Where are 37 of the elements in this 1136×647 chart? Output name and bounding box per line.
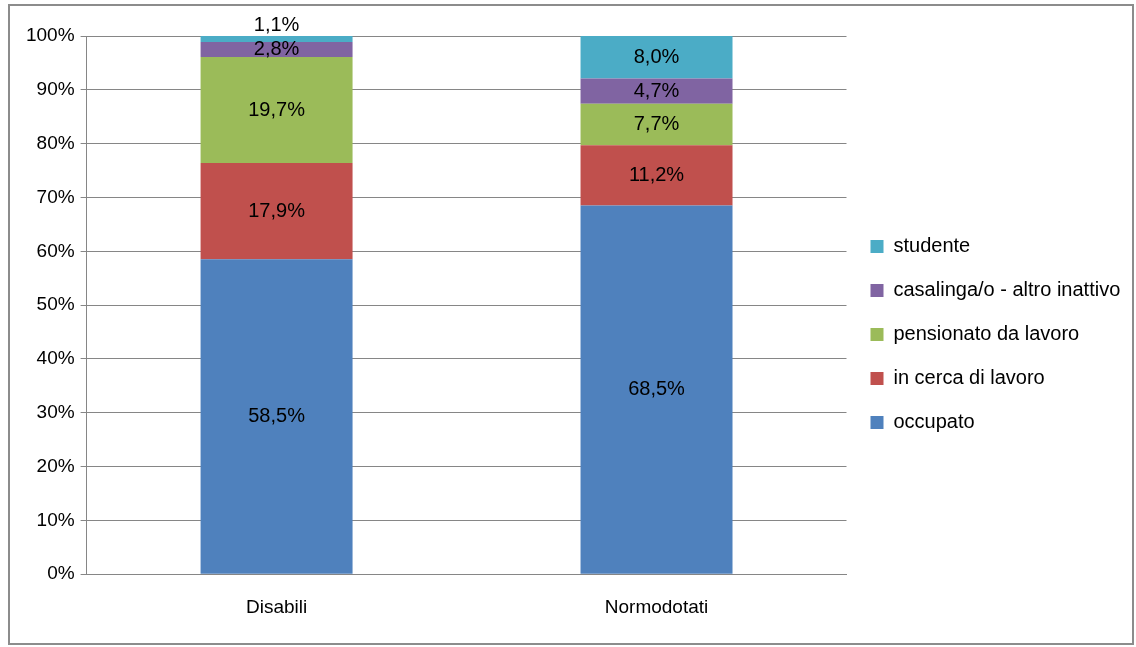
data-label: 58,5% [248,404,306,427]
data-label: 19,7% [248,97,306,120]
data-label: 2,8% [253,36,300,59]
data-label: 68,5% [628,377,686,400]
bar [580,103,733,146]
data-label: 1,1% [253,12,300,35]
data-label: 4,7% [633,78,680,101]
bar [580,36,733,79]
bar [580,78,733,104]
bar [200,56,353,164]
y-tick-label: 70% [36,185,75,207]
x-tick-label: Disabili [245,595,308,617]
y-tick-label: 0% [47,562,75,584]
y-tick-label: 20% [36,454,75,476]
bar [200,163,353,260]
bar [580,145,733,206]
y-tick-label: 30% [36,400,75,422]
legend-label: casalinga/o - altro inattivo [893,278,1121,301]
y-tick-label: 10% [36,508,75,530]
y-tick-label: 80% [36,131,75,153]
data-label: 11,2% [628,162,685,185]
y-tick-label: 50% [36,293,75,315]
x-tick-label: Normodotati [604,595,709,617]
legend-label: in cerca di lavoro [893,366,1045,389]
bar [200,36,353,42]
y-tick-label: 60% [36,239,75,261]
bar [580,205,733,574]
y-tick-label: 40% [36,347,75,369]
legend-label: pensionato da lavoro [893,322,1080,345]
data-label: 8,0% [633,44,680,67]
data-label: 7,7% [633,112,680,135]
legend-label: occupato [893,410,975,433]
legend-label: studente [893,234,971,257]
data-label: 17,9% [248,198,306,221]
y-tick-label: 100% [25,24,75,46]
y-tick-label: 90% [36,78,75,100]
bar [200,259,353,574]
